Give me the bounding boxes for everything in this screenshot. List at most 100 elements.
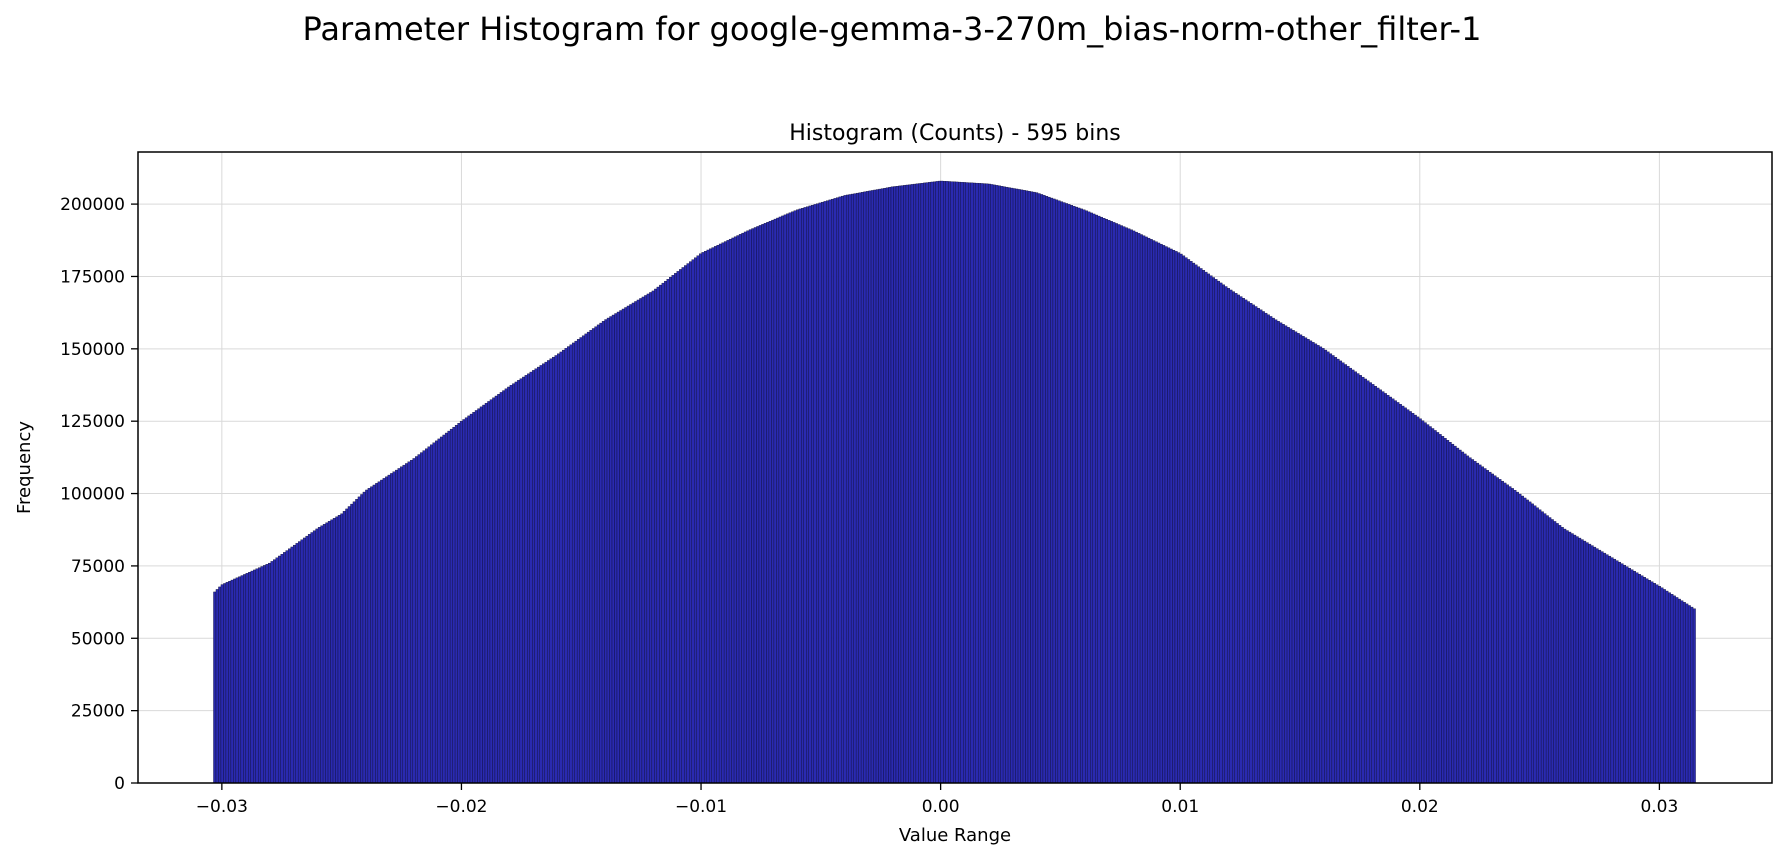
histogram-bar [233,578,237,784]
histogram-bar [853,193,857,784]
histogram-bar [370,486,374,784]
histogram-bar [1259,309,1263,784]
histogram-bar [380,479,384,784]
histogram-bar [1446,440,1450,784]
histogram-bar [484,403,488,784]
histogram-bar [666,279,670,784]
histogram-bar [1660,587,1664,784]
histogram-bar [1149,239,1153,784]
histogram-bar [1374,385,1377,784]
histogram-bar [1035,192,1039,784]
histogram-bar [288,548,291,784]
histogram-bar [743,231,747,784]
histogram-bar [978,183,981,784]
histogram-bar [1379,389,1382,784]
histogram-bar [843,195,847,784]
histogram-bar [410,459,413,784]
histogram-bar [1568,531,1572,784]
histogram-bar [365,489,369,784]
histogram-bar [240,575,244,784]
x-tick-label: −0.03 [196,797,248,817]
histogram-bar [1261,311,1265,784]
histogram-bar [315,528,319,784]
histogram-bar [529,371,533,784]
histogram-bar [586,331,590,784]
histogram-bar [708,248,712,784]
histogram-bar [589,330,593,784]
histogram-bar [235,577,239,784]
histogram-bar [1194,264,1198,784]
histogram-bar [768,220,772,784]
histogram-bar [1124,227,1128,784]
histogram-bar [387,474,391,784]
histogram-bar [833,198,837,784]
histogram-bar [1376,387,1380,784]
histogram-bar [621,308,625,784]
histogram-bar [1336,358,1340,784]
histogram-bar [761,224,765,784]
histogram-bar [883,187,887,784]
histogram-bar [549,358,553,784]
histogram-bar [472,412,476,784]
histogram-bar [243,574,247,784]
histogram-bar [1144,236,1148,784]
histogram-bar [1219,282,1223,784]
histogram-bar [1110,221,1113,784]
histogram-bar [357,496,361,784]
histogram-bar [228,581,232,784]
histogram-bar [1423,422,1427,784]
histogram-bar [619,310,623,784]
histogram-bar [1501,480,1504,784]
histogram-bar [928,182,932,784]
histogram-bar [1533,505,1537,784]
histogram-bar [494,395,498,784]
histogram-bar [848,194,852,784]
histogram-bar [258,567,261,784]
histogram-bar [432,442,436,784]
histogram-bar [220,584,224,784]
histogram-bar [1426,424,1430,784]
histogram-bar [918,183,922,784]
histogram-bar [736,235,740,784]
histogram-bar [831,198,834,784]
histogram-bar [320,525,324,784]
plot-frame [137,151,1773,784]
histogram-bar [948,181,951,784]
histogram-bar [1563,528,1567,784]
histogram-bar [1042,195,1046,784]
histogram-bar [1523,497,1527,784]
histogram-bar [1080,208,1083,784]
histogram-bar [230,579,234,784]
histogram-bar [1635,572,1639,784]
histogram-bar [651,290,655,784]
histogram-bar [748,229,752,784]
histogram-bar [1055,199,1059,784]
histogram-bar [1242,298,1245,784]
histogram-bar [788,212,792,784]
histogram-bar [1448,441,1452,784]
histogram-bar [1067,204,1071,784]
histogram-bar [1065,203,1069,784]
histogram-bar [783,214,787,784]
histogram-bar [1687,605,1691,784]
histogram-bar [1209,275,1213,784]
histogram-bar [1274,319,1278,784]
histogram-bar [1513,490,1517,784]
histogram-bar [1672,595,1676,784]
histogram-bar [437,438,441,784]
histogram-bar [766,222,770,784]
histogram-bar [1197,266,1201,784]
histogram-bar [1411,413,1415,784]
histogram-bar [497,394,501,784]
histogram-bar [1690,606,1694,784]
histogram-bar [1398,404,1402,784]
histogram-bars [213,180,1696,784]
histogram-bar [1304,337,1308,784]
histogram-bar [1653,583,1656,784]
histogram-bar [596,324,600,784]
histogram-bar [1002,186,1006,784]
histogram-bar [649,292,653,784]
histogram-bar [960,182,964,784]
histogram-bar [1628,567,1631,784]
histogram-bar [1613,558,1617,784]
